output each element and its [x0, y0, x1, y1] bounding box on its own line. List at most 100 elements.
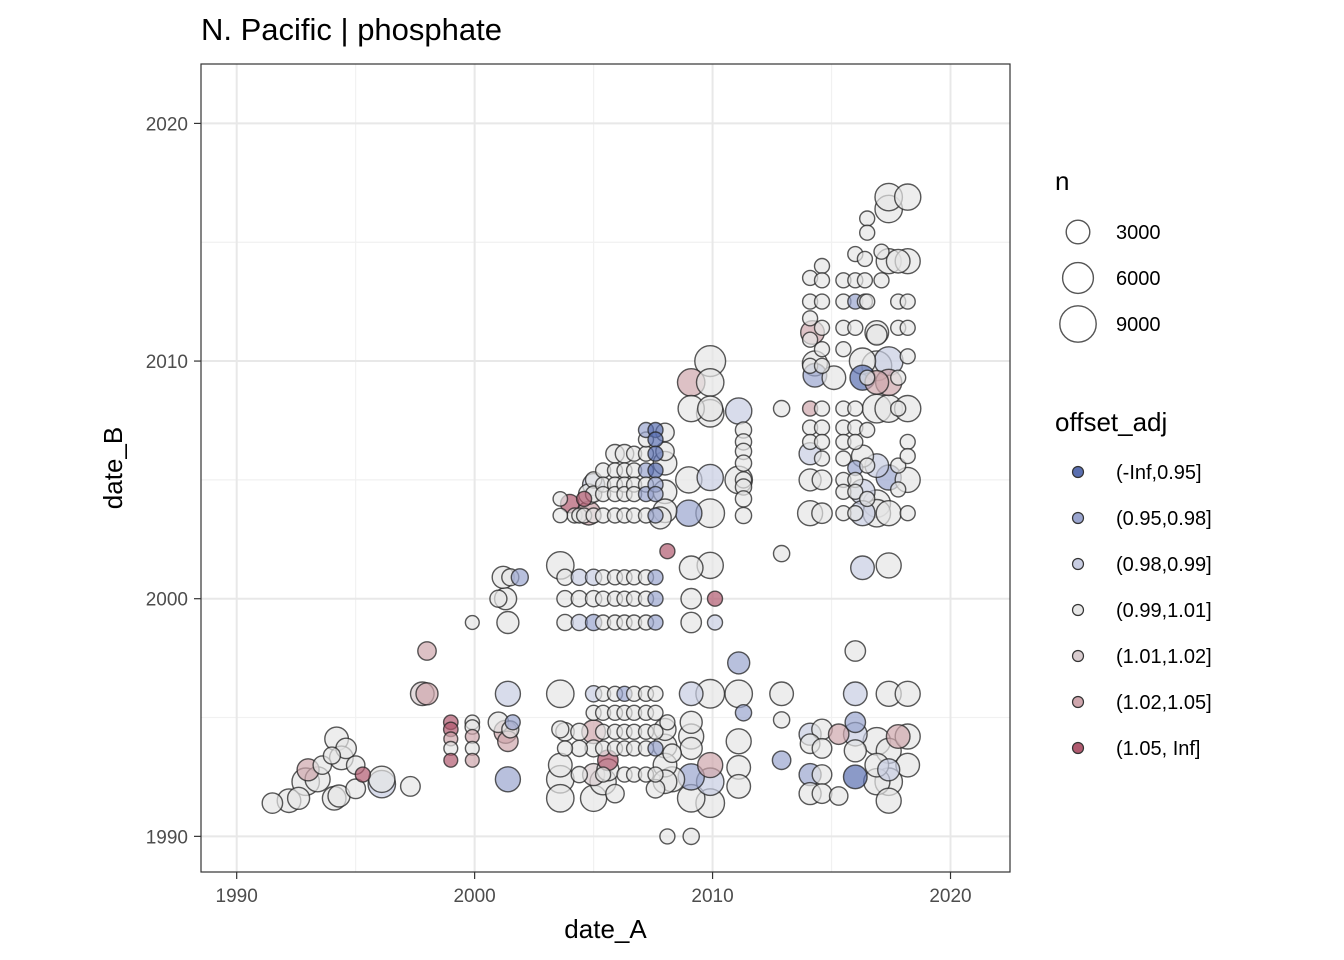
data-point	[682, 827, 701, 846]
data-point	[890, 481, 907, 498]
data-point	[647, 740, 664, 757]
data-point	[547, 752, 573, 778]
data-point	[647, 569, 664, 586]
data-point	[510, 568, 529, 587]
data-point	[417, 641, 437, 661]
data-point	[570, 739, 589, 758]
data-point	[801, 310, 819, 327]
plot-border	[200, 63, 1011, 873]
x-axis-ticks: 1990 2000 2010 2020	[216, 872, 972, 907]
data-point	[813, 419, 831, 436]
data-point	[415, 682, 439, 706]
data-point	[811, 737, 833, 759]
data-point	[706, 614, 724, 631]
color-legend-key	[1071, 603, 1085, 617]
data-point	[464, 614, 480, 631]
color-legend-key	[1071, 465, 1085, 479]
data-point	[899, 348, 916, 365]
data-point	[813, 293, 831, 310]
data-point	[545, 679, 575, 709]
y-tick-label: 2020	[146, 114, 188, 135]
data-points	[261, 182, 922, 846]
data-point	[662, 743, 682, 764]
data-point	[847, 400, 864, 417]
data-point	[813, 341, 831, 358]
data-point	[847, 505, 864, 522]
data-point	[322, 746, 342, 765]
data-point	[844, 640, 867, 662]
data-point	[875, 500, 902, 527]
color-legend-key	[1071, 741, 1085, 755]
data-point	[697, 395, 724, 422]
data-point	[859, 210, 876, 227]
data-point	[734, 506, 753, 525]
data-point	[570, 722, 589, 741]
x-axis-label: date_A	[564, 914, 647, 944]
color-legend: offset_adj (-Inf,0.95] (0.95,0.98] (0.98,0…	[1055, 407, 1212, 760]
data-point	[842, 764, 868, 790]
data-point	[354, 766, 371, 783]
data-point	[575, 490, 593, 508]
data-point	[345, 778, 367, 800]
data-point	[847, 483, 864, 500]
data-point	[679, 710, 703, 734]
data-point	[551, 720, 570, 739]
data-point	[899, 293, 916, 310]
color-legend-key	[1071, 511, 1085, 525]
data-point	[494, 766, 522, 793]
color-legend-label: (1.02,1.05]	[1116, 692, 1212, 714]
data-point	[594, 766, 612, 783]
data-point	[893, 183, 922, 211]
size-legend-label: 9000	[1116, 314, 1161, 336]
data-point	[724, 679, 754, 709]
data-point	[828, 786, 849, 806]
y-tick-label: 2010	[146, 352, 188, 373]
data-point	[894, 680, 921, 707]
data-point	[813, 450, 831, 467]
data-point	[813, 433, 831, 451]
data-point	[811, 469, 833, 491]
data-point	[647, 614, 664, 631]
data-point	[847, 319, 864, 336]
data-point	[835, 341, 852, 358]
data-point	[647, 685, 664, 702]
data-point	[695, 367, 725, 397]
data-point	[286, 786, 311, 810]
data-point	[842, 681, 868, 707]
data-point	[734, 490, 753, 508]
color-legend-label: (1.01,1.02]	[1116, 646, 1212, 668]
size-legend-key	[1065, 219, 1091, 245]
data-point	[659, 828, 676, 845]
color-legend-label: (1.05, Inf]	[1116, 738, 1201, 760]
data-point	[724, 397, 753, 425]
x-tick-label: 2020	[929, 886, 971, 907]
data-point	[873, 243, 890, 260]
data-point	[811, 764, 833, 786]
color-legend-key	[1071, 695, 1085, 709]
data-point	[647, 723, 664, 740]
data-point	[697, 751, 724, 779]
data-point	[504, 714, 521, 731]
data-point	[772, 711, 791, 729]
data-point	[859, 369, 876, 386]
data-point	[261, 792, 284, 814]
data-point	[772, 544, 791, 563]
data-point	[734, 454, 753, 473]
data-point	[844, 711, 867, 734]
chart-title: N. Pacific | phosphate	[201, 12, 502, 47]
data-point	[899, 505, 916, 522]
data-point	[877, 758, 901, 782]
data-point	[696, 463, 725, 492]
data-point	[827, 723, 850, 746]
data-point	[899, 433, 916, 451]
data-point	[856, 250, 874, 268]
data-point	[847, 433, 864, 451]
size-legend-title: n	[1055, 166, 1069, 196]
data-point	[496, 610, 520, 635]
data-point	[859, 421, 876, 439]
data-point	[552, 490, 569, 507]
data-point	[850, 555, 876, 581]
size-legend-label: 6000	[1116, 268, 1161, 290]
data-point	[899, 447, 916, 465]
